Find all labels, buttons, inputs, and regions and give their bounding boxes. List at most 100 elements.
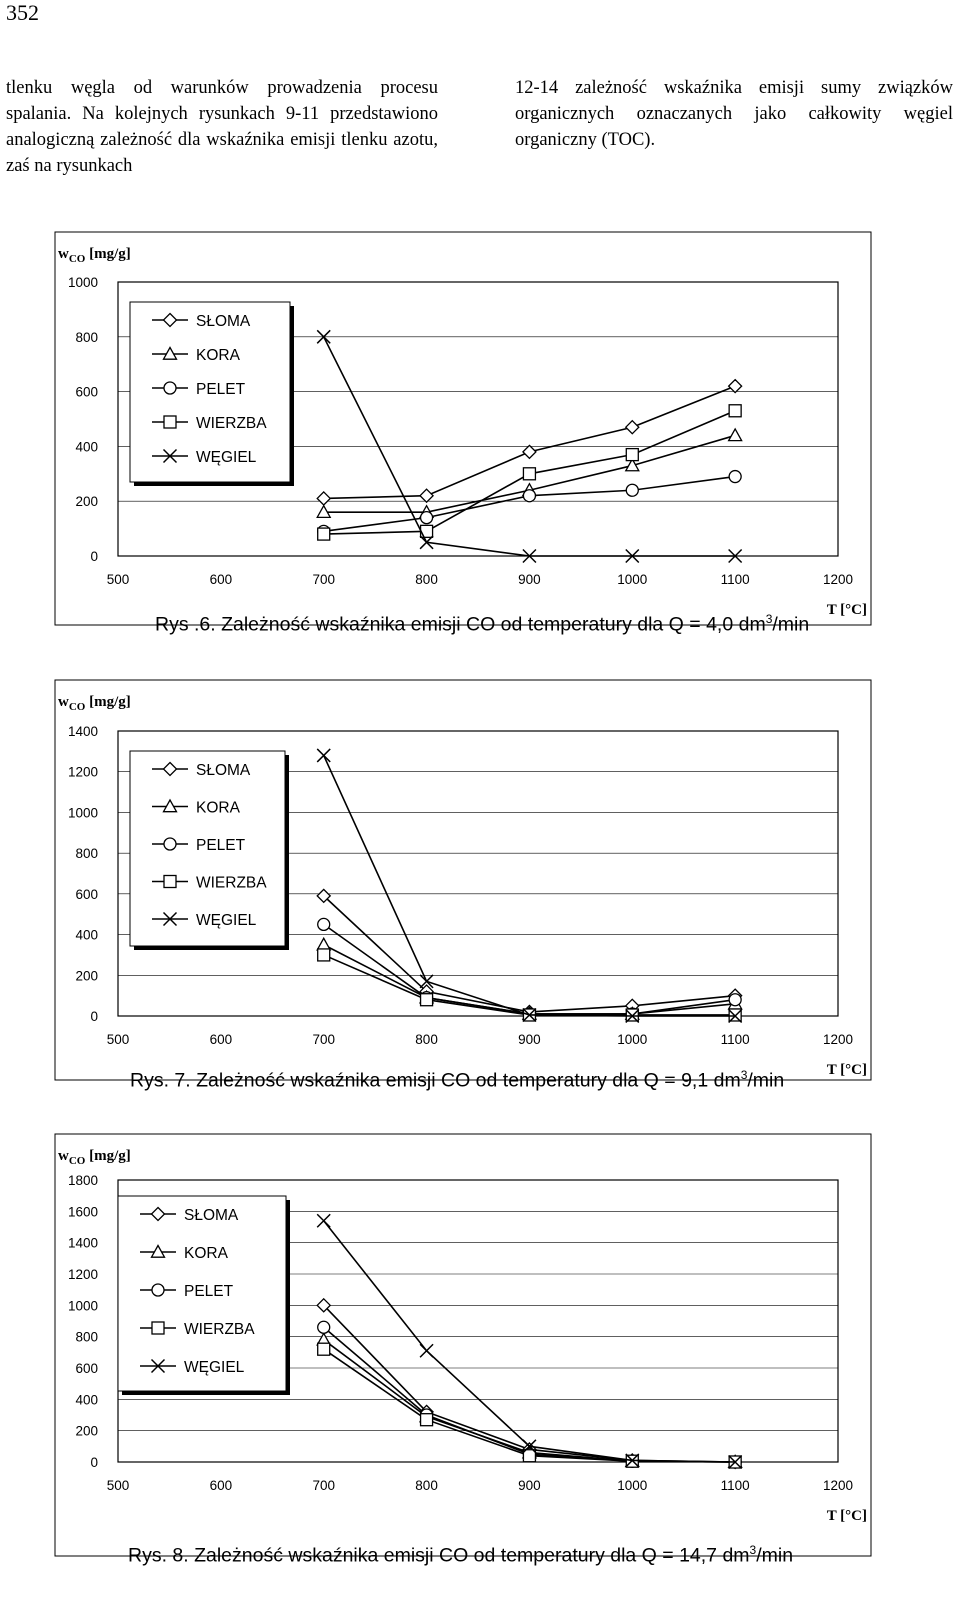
chart-3: 0 200 400 600 800 1000 1200 1400 1600 1800 500 600 7… <box>54 1133 872 1557</box>
data-point <box>728 548 743 564</box>
y-tick-label: 1400 <box>68 724 98 739</box>
x-tick-label: 1200 <box>823 572 853 587</box>
data-point <box>522 548 537 564</box>
legend-marker <box>162 448 178 464</box>
x-tick-label: 600 <box>210 572 233 587</box>
series-węgiel <box>316 1213 743 1470</box>
legend-label: SŁOMA <box>196 762 251 779</box>
legend <box>117 1195 287 1392</box>
data-point <box>625 1008 640 1024</box>
page-number: 352 <box>6 0 39 25</box>
plot-area <box>117 281 839 557</box>
legend-item: SŁOMA <box>152 312 251 330</box>
legend-item: WĘGIEL <box>140 1358 245 1376</box>
x-tick-label: 600 <box>210 1032 233 1047</box>
x-tick-label: 800 <box>415 1478 438 1493</box>
x-tick-label: 800 <box>415 572 438 587</box>
x-axis-label: T [°C] <box>827 602 867 618</box>
y-tick-label: 400 <box>75 1392 98 1407</box>
x-tick-label: 1100 <box>721 1032 750 1047</box>
legend-marker <box>151 1321 165 1335</box>
data-point <box>624 457 640 472</box>
x-tick-label: 500 <box>107 572 130 587</box>
data-point <box>419 488 434 504</box>
legend-marker <box>150 1206 166 1222</box>
y-tick-label: 1000 <box>68 805 98 820</box>
data-point <box>419 510 434 525</box>
x-tick-label: 700 <box>312 572 335 587</box>
chart-2: 0 200 400 600 800 1000 1200 1400 500 600 700 800 900… <box>54 679 872 1081</box>
legend-label: WĘGIEL <box>184 1359 245 1376</box>
x-tick-label: 600 <box>210 1478 233 1493</box>
data-point <box>316 329 331 344</box>
legend-item: KORA <box>140 1244 229 1262</box>
chart-1: 0 200 400 600 800 1000 500 600 700 800 900 1000 1100… <box>54 231 872 626</box>
legend-label: WĘGIEL <box>196 449 257 466</box>
legend-label: KORA <box>196 800 241 817</box>
figure-caption-2: Rys. 7. Zależność wskaźnika emisji CO od… <box>130 1068 785 1092</box>
legend-marker <box>163 415 177 429</box>
y-tick-label: 0 <box>90 1009 98 1024</box>
y-axis-label: wCO [mg/g] <box>58 246 131 265</box>
data-point <box>522 467 537 481</box>
body-text-right: 12-14 zależność wskaźnika emisji sumy zw… <box>515 78 953 150</box>
y-tick-label: 0 <box>90 1455 98 1470</box>
data-point <box>728 993 742 1007</box>
y-tick-label: 0 <box>90 549 98 564</box>
data-point <box>316 1297 332 1313</box>
y-tick-label: 600 <box>75 1361 98 1376</box>
legend-marker <box>162 798 178 813</box>
data-point <box>419 993 434 1007</box>
legend-marker <box>163 874 177 889</box>
data-point <box>728 1454 743 1470</box>
data-point <box>316 1213 331 1228</box>
y-tick-label: 600 <box>75 385 98 400</box>
data-point <box>522 1449 537 1463</box>
y-tick-label: 600 <box>75 887 98 902</box>
legend-label: WĘGIEL <box>196 912 257 929</box>
legend-item: SŁOMA <box>152 761 251 779</box>
legend-item: PELET <box>152 381 246 398</box>
x-tick-label: 1000 <box>617 1478 647 1493</box>
legend-label: WIERZBA <box>196 875 267 892</box>
x-tick-label: 1000 <box>617 572 647 587</box>
x-tick-label: 1200 <box>823 1478 853 1493</box>
legend-item: WIERZBA <box>152 415 267 432</box>
series-węgiel <box>316 329 743 564</box>
legend-item: KORA <box>152 798 241 817</box>
x-tick-label: 900 <box>518 1032 541 1047</box>
series-wierzba <box>317 404 742 541</box>
data-point <box>728 1008 743 1024</box>
legend-item: WIERZBA <box>140 1321 255 1338</box>
y-tick-label: 800 <box>75 846 98 861</box>
legend <box>129 301 291 483</box>
y-axis-label: wCO [mg/g] <box>58 694 131 713</box>
legend-label: PELET <box>196 381 246 398</box>
data-point <box>522 1007 537 1023</box>
legend-label: SŁOMA <box>196 313 251 330</box>
data-point <box>316 504 332 519</box>
y-tick-label: 200 <box>75 1424 98 1439</box>
legend-label: KORA <box>184 1245 229 1262</box>
data-point <box>317 527 331 541</box>
data-point <box>419 974 434 989</box>
x-tick-label: 500 <box>107 1478 130 1493</box>
series-węgiel <box>316 748 743 1024</box>
data-point <box>317 1342 331 1356</box>
figure-caption-1: Rys .6. Zależność wskaźnika emisji CO od… <box>155 612 810 636</box>
data-point <box>316 888 332 904</box>
legend-marker <box>162 911 178 927</box>
y-tick-label: 200 <box>75 968 98 983</box>
data-point <box>625 1453 640 1468</box>
legend-item: SŁOMA <box>140 1206 239 1224</box>
y-tick-label: 1200 <box>68 765 98 780</box>
y-tick-label: 400 <box>75 928 98 943</box>
legend-item: PELET <box>152 837 246 854</box>
y-tick-label: 800 <box>75 330 98 345</box>
legend-marker <box>163 837 177 851</box>
x-tick-label: 700 <box>312 1032 335 1047</box>
y-tick-label: 400 <box>75 439 98 454</box>
legend-marker <box>150 1358 166 1374</box>
legend-marker <box>151 1283 165 1297</box>
